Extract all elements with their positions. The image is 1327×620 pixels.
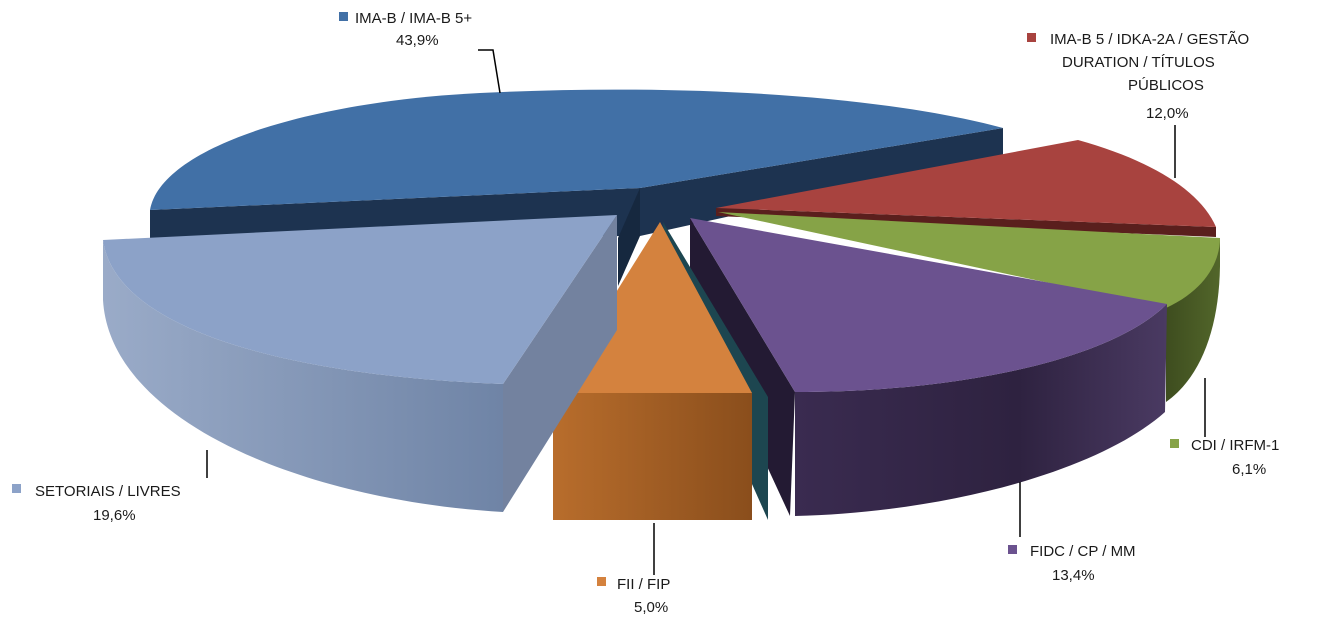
slice-ima-b5 (716, 140, 1216, 237)
slice-cdi-side (1166, 238, 1220, 402)
slice-ima-b5-top (716, 140, 1216, 227)
slice-name-ima-b5-line3: PÚBLICOS (1128, 77, 1204, 94)
slice-fidc-top (690, 218, 1167, 392)
slice-setoriais-top (103, 215, 617, 384)
legend-key-fii (597, 577, 606, 586)
slice-value-fidc: 13,4% (1052, 567, 1095, 584)
slice-fidc (690, 218, 1167, 516)
legend-key-fidc (1008, 545, 1017, 554)
data-label-setoriais: SETORIAIS / LIVRES 19,6% (12, 483, 181, 524)
slice-name-setoriais: SETORIAIS / LIVRES (35, 483, 181, 500)
slice-cdi-top (718, 212, 1220, 308)
slice-ima-b-side (150, 128, 1003, 238)
slice-name-ima-b5-line1: IMA-B 5 / IDKA-2A / GESTÃO (1050, 31, 1249, 48)
slice-value-setoriais: 19,6% (93, 507, 136, 524)
slice-name-ima-b: IMA-B / IMA-B 5+ (355, 10, 472, 27)
legend-key-ima-b5 (1027, 33, 1036, 42)
slice-fidc-side (795, 304, 1167, 516)
slice-setoriais-inner-wall (503, 215, 617, 512)
slice-value-ima-b: 43,9% (396, 32, 439, 49)
slice-cdi (718, 212, 1220, 402)
slice-name-fii: FII / FIP (617, 576, 670, 593)
data-label-fidc: FIDC / CP / MM 13,4% (1008, 543, 1136, 584)
slice-ima-b-inner-wall (618, 188, 640, 286)
legend-key-ima-b (339, 12, 348, 21)
slice-fii-side (553, 393, 752, 520)
data-label-cdi: CDI / IRFM-1 6,1% (1170, 437, 1279, 478)
legend-key-setoriais (12, 484, 21, 493)
leader-line-ima-b (478, 49, 501, 94)
slice-name-fidc: FIDC / CP / MM (1030, 543, 1136, 560)
slice-ima-b (150, 89, 1003, 286)
slice-name-cdi: CDI / IRFM-1 (1191, 437, 1279, 454)
slice-setoriais (103, 215, 617, 512)
slice-value-fii: 5,0% (634, 599, 668, 616)
slice-value-ima-b5: 12,0% (1146, 105, 1189, 122)
data-label-ima-b: IMA-B / IMA-B 5+ 43,9% (339, 10, 472, 49)
legend-key-cdi (1170, 439, 1179, 448)
slice-setoriais-side (103, 240, 503, 512)
slice-ima-b-top (150, 89, 1003, 210)
data-label-ima-b5: IMA-B 5 / IDKA-2A / GESTÃO DURATION / TÍ… (1027, 31, 1249, 122)
slice-ima-b5-side (716, 208, 1216, 237)
data-label-fii: FII / FIP 5,0% (597, 576, 670, 616)
slice-name-ima-b5-line2: DURATION / TÍTULOS (1062, 54, 1215, 71)
slice-value-cdi: 6,1% (1232, 461, 1266, 478)
